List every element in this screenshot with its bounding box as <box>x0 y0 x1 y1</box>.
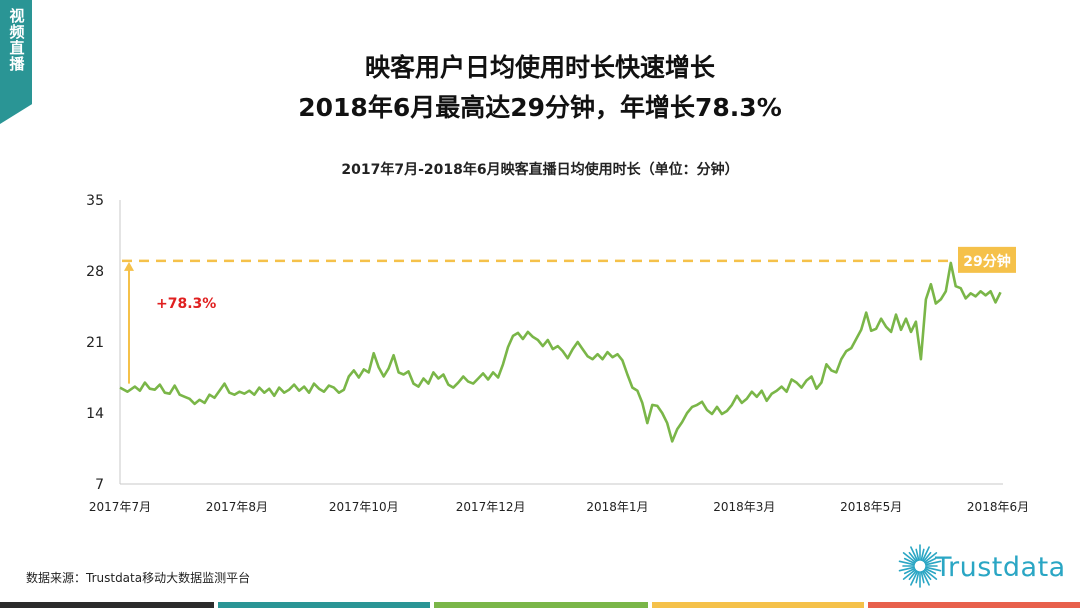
x-tick-label: 2018年6月 <box>967 500 1029 514</box>
x-tick-label: 2018年5月 <box>840 500 902 514</box>
footer-bar-segment <box>868 602 1080 608</box>
footer-bar-segment <box>218 602 430 608</box>
page-title: 映客用户日均使用时长快速增长 <box>364 53 715 82</box>
x-tick-label: 2017年10月 <box>329 500 399 514</box>
growth-label: +78.3% <box>156 296 216 312</box>
footer-bar-segment <box>652 602 864 608</box>
y-tick-label: 28 <box>86 264 104 280</box>
x-tick-label: 2018年1月 <box>586 500 648 514</box>
footer-bar-segment <box>0 602 214 608</box>
y-tick-label: 7 <box>95 477 104 493</box>
y-tick-label: 21 <box>86 335 104 351</box>
x-tick-label: 2018年3月 <box>713 500 775 514</box>
x-tick-label: 2017年7月 <box>89 500 151 514</box>
series-line <box>119 261 1002 443</box>
sidebar-label: 视频直播 <box>7 8 26 72</box>
chart-title: 2017年7月-2018年6月映客直播日均使用时长（单位：分钟） <box>341 162 739 178</box>
footer-bar-segment <box>434 602 648 608</box>
data-source-note: 数据来源：Trustdata移动大数据监测平台 <box>26 571 251 585</box>
x-tick-label: 2017年8月 <box>206 500 268 514</box>
x-tick-label: 2017年12月 <box>456 500 526 514</box>
trustdata-logo-icon <box>898 544 942 588</box>
sidebar-tab: 视频直播 <box>0 0 32 124</box>
y-tick-label: 35 <box>86 193 104 209</box>
y-tick-label: 14 <box>86 406 104 422</box>
trustdata-logo-text: Trustdata <box>935 552 1066 583</box>
growth-arrow-head <box>124 261 134 271</box>
max-value-badge <box>958 246 1016 273</box>
max-value-label: 29分钟 <box>963 253 1010 270</box>
page-subtitle: 2018年6月最高达29分钟，年增长78.3% <box>298 93 782 122</box>
